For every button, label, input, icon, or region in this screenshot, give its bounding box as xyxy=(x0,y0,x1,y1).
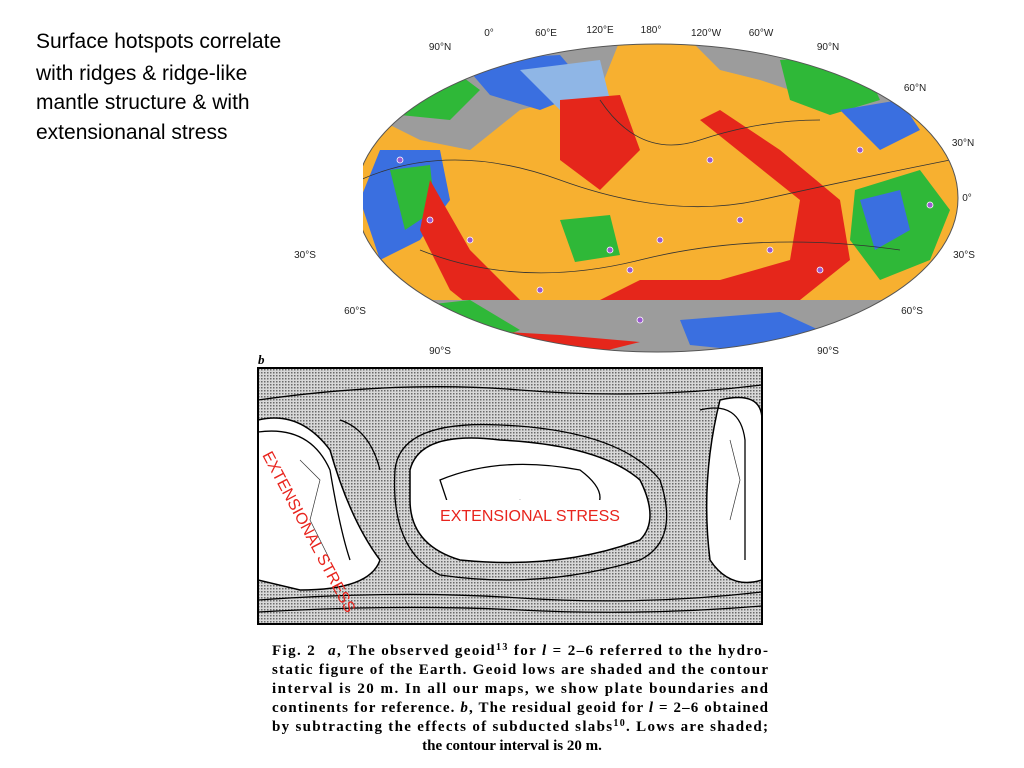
annotation-box xyxy=(422,500,638,530)
caption-text: by subtracting the effects of subducted … xyxy=(272,719,612,735)
title-line: with ridges & ridge-like xyxy=(35,62,247,85)
top-map-labels: 0° 60°E 120°E 180° 120°W 60°W 90°N 30°S … xyxy=(294,25,975,357)
lat-label: 90°N xyxy=(429,42,451,53)
lon-label: 60°E xyxy=(535,28,557,39)
title-line: Surface hotspots correlate xyxy=(36,30,281,53)
caption-line: static figure of the Earth. Geoid lows a… xyxy=(272,662,768,678)
annotation: EXTENSIONAL STRESS xyxy=(440,508,620,525)
fig-label: Fig. 2 xyxy=(272,643,315,659)
title: Surface hotspots correlate with ridges &… xyxy=(35,30,281,144)
caption-text: . Lows are shaded; xyxy=(626,719,768,735)
lat-label: 30°S xyxy=(953,250,975,261)
caption-line: interval is 20 m. In all our maps, we sh… xyxy=(272,681,769,697)
caption-text: a xyxy=(328,643,336,659)
lat-label: 90°S xyxy=(429,346,451,357)
caption: Fig. 2 a, The observed geoid13 for l = 2–… xyxy=(272,642,769,754)
caption-text: l xyxy=(649,700,654,716)
mask xyxy=(330,60,363,235)
lat-label: 90°S xyxy=(817,346,839,357)
caption-text: = 2–6 obtained xyxy=(654,700,769,716)
lat-label: 0° xyxy=(962,193,972,204)
caption-line: the contour interval is 20 m. xyxy=(422,738,602,754)
lon-label: 60°W xyxy=(749,28,774,39)
lon-label: 120°W xyxy=(691,28,722,39)
lon-label: 0° xyxy=(484,28,494,39)
lat-label: 60°S xyxy=(901,306,923,317)
lat-label: 30°S xyxy=(294,250,316,261)
superscript: 13 xyxy=(496,642,507,653)
caption-text: b xyxy=(460,700,468,716)
bottom-map xyxy=(258,368,762,624)
lon-label: 120°E xyxy=(586,25,614,36)
caption-line: continents for reference. b, The residua… xyxy=(272,700,769,716)
superscript: 10 xyxy=(613,718,624,729)
caption-line: by subtracting the effects of subducted … xyxy=(272,718,768,735)
lat-label: 90°N xyxy=(817,42,839,53)
caption-text: continents for reference. xyxy=(272,700,459,716)
lat-label: 30°N xyxy=(952,138,974,149)
caption-text: , The residual geoid for xyxy=(469,700,648,716)
top-map xyxy=(356,44,958,352)
map-frame xyxy=(257,367,763,625)
caption-line: Fig. 2 a, The observed geoid13 for l = 2–… xyxy=(272,642,768,659)
panel-label: b xyxy=(258,352,265,367)
title-line: mantle structure & with xyxy=(36,91,250,114)
caption-text: , The observed geoid xyxy=(337,643,495,659)
lat-label: 60°S xyxy=(344,306,366,317)
lat-label: 60°N xyxy=(904,83,926,94)
lon-label: 180° xyxy=(641,25,662,36)
caption-text: l xyxy=(542,643,547,659)
caption-text: for xyxy=(509,643,541,659)
caption-text: = 2–6 referred to the hydro- xyxy=(548,643,768,659)
title-line: extensionanal stress xyxy=(36,121,227,144)
